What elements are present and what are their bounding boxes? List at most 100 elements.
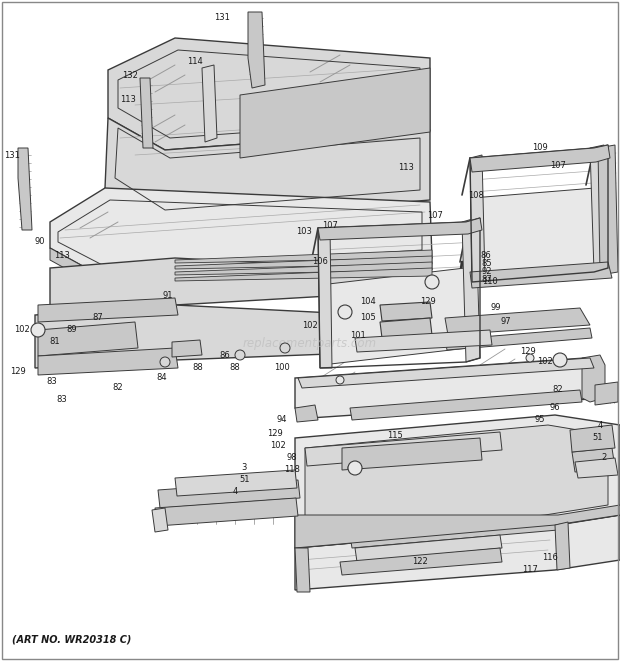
Polygon shape	[342, 438, 482, 470]
Polygon shape	[582, 355, 605, 402]
Text: 51: 51	[593, 434, 603, 442]
Polygon shape	[50, 188, 432, 280]
Text: 3: 3	[241, 463, 247, 473]
Polygon shape	[50, 248, 432, 292]
Text: 90: 90	[35, 237, 45, 247]
Text: 102: 102	[14, 325, 30, 334]
Text: 113: 113	[54, 251, 70, 260]
Circle shape	[553, 353, 567, 367]
Text: 129: 129	[520, 348, 536, 356]
Polygon shape	[318, 228, 332, 368]
Text: 104: 104	[360, 297, 376, 307]
Text: 100: 100	[274, 364, 290, 373]
Text: 101: 101	[350, 330, 366, 340]
Polygon shape	[175, 470, 297, 496]
Polygon shape	[140, 78, 153, 148]
Text: 4: 4	[598, 420, 603, 430]
Polygon shape	[340, 548, 502, 575]
Text: 103: 103	[296, 227, 312, 237]
Polygon shape	[570, 425, 615, 452]
Text: 113: 113	[120, 95, 136, 104]
Polygon shape	[50, 258, 432, 315]
Circle shape	[338, 305, 352, 319]
Text: 87: 87	[482, 276, 492, 284]
Text: 131: 131	[4, 151, 20, 159]
Text: 102: 102	[270, 442, 286, 451]
Polygon shape	[350, 390, 582, 420]
Text: 116: 116	[542, 553, 558, 563]
Text: 81: 81	[50, 338, 60, 346]
Polygon shape	[295, 405, 318, 422]
Circle shape	[425, 275, 439, 289]
Polygon shape	[350, 518, 558, 548]
Circle shape	[280, 343, 290, 353]
Text: 2: 2	[601, 453, 606, 463]
Text: 107: 107	[322, 221, 338, 229]
Polygon shape	[295, 548, 310, 592]
Text: 82: 82	[552, 385, 564, 395]
Text: 102: 102	[302, 321, 318, 329]
Polygon shape	[355, 535, 502, 562]
Text: 105: 105	[360, 313, 376, 323]
Circle shape	[31, 323, 45, 337]
Polygon shape	[175, 262, 432, 275]
Polygon shape	[295, 358, 605, 418]
Text: 107: 107	[550, 161, 566, 169]
Text: 94: 94	[277, 416, 287, 424]
Text: 92: 92	[482, 268, 492, 276]
Text: 97: 97	[501, 317, 512, 327]
Polygon shape	[175, 250, 432, 263]
Text: 113: 113	[398, 163, 414, 173]
Text: 95: 95	[534, 416, 545, 424]
Polygon shape	[172, 340, 202, 357]
Polygon shape	[445, 328, 592, 350]
Polygon shape	[240, 68, 430, 158]
Circle shape	[341, 308, 349, 316]
Text: 115: 115	[387, 430, 403, 440]
Text: 117: 117	[522, 566, 538, 574]
Polygon shape	[380, 302, 432, 321]
Polygon shape	[575, 458, 618, 478]
Text: 88: 88	[193, 364, 203, 373]
Text: 99: 99	[491, 303, 501, 313]
Text: replacementparts.com: replacementparts.com	[243, 337, 377, 350]
Text: 85: 85	[482, 258, 492, 268]
Text: 89: 89	[67, 325, 78, 334]
Polygon shape	[462, 218, 480, 362]
Polygon shape	[108, 38, 430, 150]
Polygon shape	[470, 262, 612, 288]
Text: 4: 4	[232, 488, 237, 496]
Text: 87: 87	[92, 313, 104, 323]
Text: 109: 109	[532, 143, 548, 153]
Polygon shape	[318, 218, 482, 240]
Text: 106: 106	[312, 258, 328, 266]
Polygon shape	[572, 448, 615, 472]
Text: 114: 114	[187, 58, 203, 67]
Polygon shape	[320, 268, 468, 365]
Polygon shape	[175, 268, 432, 281]
Polygon shape	[18, 148, 32, 230]
Polygon shape	[590, 145, 608, 272]
Circle shape	[160, 357, 170, 367]
Text: 129: 129	[267, 430, 283, 438]
Polygon shape	[38, 298, 178, 322]
Polygon shape	[175, 256, 432, 269]
Circle shape	[348, 461, 362, 475]
Polygon shape	[470, 155, 485, 282]
Text: (ART NO. WR20318 C): (ART NO. WR20318 C)	[12, 635, 131, 645]
Text: 132: 132	[122, 71, 138, 79]
Text: 82: 82	[113, 383, 123, 393]
Text: 107: 107	[427, 210, 443, 219]
Polygon shape	[155, 498, 298, 526]
Circle shape	[336, 376, 344, 384]
Text: 102: 102	[537, 358, 553, 366]
Text: 98: 98	[286, 453, 298, 463]
Text: 129: 129	[10, 368, 26, 377]
Polygon shape	[298, 358, 594, 388]
Polygon shape	[35, 305, 432, 368]
Polygon shape	[38, 348, 178, 375]
Polygon shape	[295, 415, 620, 548]
Text: 51: 51	[240, 475, 250, 485]
Circle shape	[526, 354, 534, 362]
Text: 108: 108	[468, 190, 484, 200]
